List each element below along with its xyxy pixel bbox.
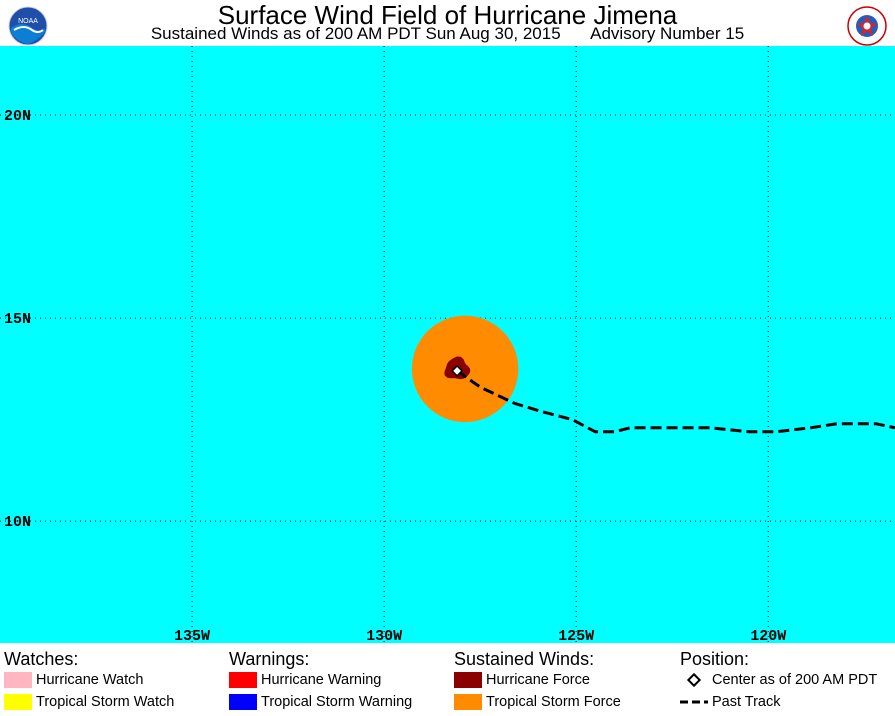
legend-item-past-track: Past Track bbox=[680, 692, 781, 712]
legend-item-hurricane-warning: Hurricane Warning bbox=[229, 670, 381, 690]
storm-center-marker bbox=[451, 364, 464, 377]
legend-item-hurricane-force: Hurricane Force bbox=[454, 670, 590, 690]
latitude-label: 10N bbox=[4, 514, 31, 531]
legend-item-center: Center as of 200 AM PDT bbox=[680, 670, 877, 690]
lat-lon-grid bbox=[0, 46, 895, 643]
svg-text:NOAA: NOAA bbox=[18, 18, 38, 25]
past-track-icon bbox=[680, 700, 708, 704]
legend: Watches: Hurricane Watch Tropical Storm … bbox=[0, 645, 895, 716]
latitude-label: 15N bbox=[4, 311, 31, 328]
map-canvas: 135W 130W 125W 120W 20N 15N 10N bbox=[0, 46, 895, 643]
tropical-storm-watch-swatch bbox=[4, 694, 32, 710]
legend-item-hurricane-watch: Hurricane Watch bbox=[4, 670, 143, 690]
tropical-storm-force-swatch bbox=[454, 694, 482, 710]
tropical-storm-warning-label: Tropical Storm Warning bbox=[261, 694, 413, 710]
hurricane-warning-label: Hurricane Warning bbox=[261, 672, 382, 688]
longitude-label: 125W bbox=[558, 628, 594, 643]
latitude-label: 20N bbox=[4, 108, 31, 125]
legend-item-tropical-storm-force: Tropical Storm Force bbox=[454, 692, 621, 712]
hurricane-force-swatch bbox=[454, 672, 482, 688]
legend-item-tropical-storm-watch: Tropical Storm Watch bbox=[4, 692, 174, 712]
center-diamond-icon bbox=[686, 672, 702, 688]
legend-watches-heading: Watches: bbox=[4, 649, 79, 669]
hurricane-force-label: Hurricane Force bbox=[486, 672, 590, 688]
wind-field-map: 135W 130W 125W 120W 20N 15N 10N bbox=[0, 46, 895, 643]
hurricane-watch-label: Hurricane Watch bbox=[36, 672, 144, 688]
hurricane-watch-swatch bbox=[4, 672, 32, 688]
legend-warnings-heading: Warnings: bbox=[229, 649, 310, 669]
longitude-label: 130W bbox=[366, 628, 402, 643]
longitude-label: 120W bbox=[750, 628, 786, 643]
noaa-logo: NOAA bbox=[8, 6, 48, 46]
tropical-storm-force-label: Tropical Storm Force bbox=[486, 694, 621, 710]
hurricane-warning-swatch bbox=[229, 672, 257, 688]
subtitle: Sustained Winds as of 200 AM PDT Sun Aug… bbox=[0, 24, 895, 44]
tropical-storm-warning-swatch bbox=[229, 694, 257, 710]
tropical-storm-watch-label: Tropical Storm Watch bbox=[36, 694, 175, 710]
grid-labels: 135W 130W 125W 120W 20N 15N 10N bbox=[4, 108, 786, 643]
valid-time-text: Sustained Winds as of 200 AM PDT Sun Aug… bbox=[150, 24, 561, 43]
legend-winds-heading: Sustained Winds: bbox=[454, 649, 595, 669]
past-track-label: Past Track bbox=[712, 694, 781, 710]
longitude-label: 135W bbox=[174, 628, 210, 643]
legend-position-heading: Position: bbox=[680, 649, 750, 669]
page-title: Surface Wind Field of Hurricane Jimena bbox=[217, 0, 678, 30]
center-label: Center as of 200 AM PDT bbox=[712, 672, 878, 688]
past-track-line bbox=[456, 369, 895, 434]
legend-item-tropical-storm-warning: Tropical Storm Warning bbox=[229, 692, 412, 712]
nws-logo bbox=[847, 6, 887, 46]
advisory-number-text: Advisory Number 15 bbox=[590, 24, 745, 43]
